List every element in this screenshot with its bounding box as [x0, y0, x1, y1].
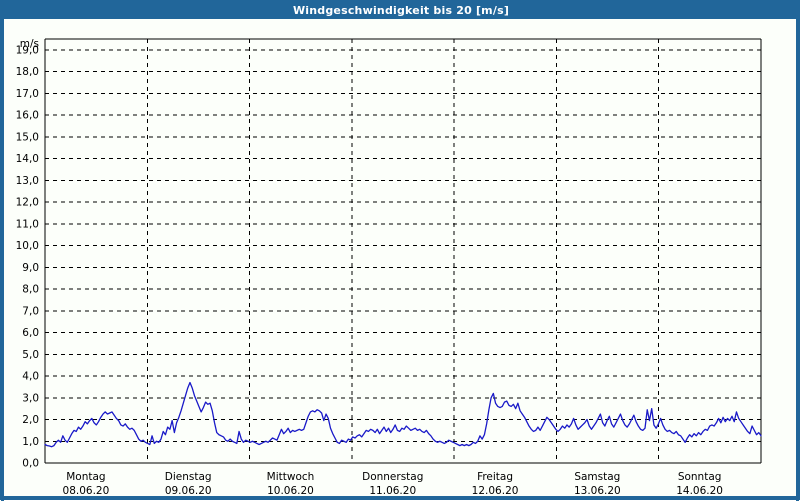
window-title-bar: Windgeschwindigkeit bis 20 [m/s] [1, 1, 800, 19]
x-tick-day-dienstag: Dienstag [165, 471, 212, 483]
y-tick-label: 1,0 [22, 436, 39, 448]
x-tick-day-samstag: Samstag [574, 471, 620, 483]
x-tick-day-mittwoch: Mittwoch [267, 471, 315, 483]
x-tick-date-donnerstag: 11.06.20 [369, 485, 416, 497]
y-tick-label: 16,0 [16, 110, 39, 122]
y-tick-label: 19,0 [16, 44, 39, 56]
x-tick-date-mittwoch: 10.06.20 [267, 485, 314, 497]
y-tick-label: 14,0 [16, 153, 39, 165]
y-tick-label: 5,0 [22, 349, 39, 361]
y-tick-label: 11,0 [16, 218, 39, 230]
x-tick-day-sonntag: Sonntag [678, 471, 722, 483]
y-tick-label: 2,0 [22, 414, 39, 426]
y-tick-label: 17,0 [16, 88, 39, 100]
x-tick-date-samstag: 13.06.20 [574, 485, 621, 497]
y-tick-label: 8,0 [22, 284, 39, 296]
page-title: Windgeschwindigkeit bis 20 [m/s] [292, 3, 510, 17]
y-tick-label: 15,0 [16, 131, 39, 143]
y-tick-label: 9,0 [22, 262, 39, 274]
y-axis-unit-label: m/s [20, 38, 39, 50]
y-tick-label: 4,0 [22, 371, 39, 383]
window-bottom-border [1, 496, 800, 499]
y-tick-label: 12,0 [16, 197, 39, 209]
y-tick-label: 0,0 [22, 458, 39, 470]
y-tick-label: 6,0 [22, 327, 39, 339]
chart-background [45, 39, 761, 463]
x-tick-day-donnerstag: Donnerstag [362, 471, 423, 483]
y-tick-label: 7,0 [22, 305, 39, 317]
x-tick-day-montag: Montag [66, 471, 105, 483]
series-line-0 [44, 381, 762, 448]
y-tick-label: 13,0 [16, 175, 39, 187]
data-series-group [44, 381, 762, 448]
x-tick-date-freitag: 12.06.20 [472, 485, 519, 497]
x-tick-date-montag: 08.06.20 [63, 485, 110, 497]
chart-axes [44, 38, 762, 464]
y-tick-label: 10,0 [16, 240, 39, 252]
x-tick-date-sonntag: 14.06.20 [676, 485, 723, 497]
vertical-day-separators [146, 39, 660, 463]
wind-speed-chart: 0,0 1,0 2,0 3,0 4,0 5,0 6,0 7,0 8,0 9,0 10,0 11,0 12… [16, 38, 762, 497]
x-tick-day-freitag: Freitag [477, 471, 513, 483]
y-axis-tick-labels: 0,0 1,0 2,0 3,0 4,0 5,0 6,0 7,0 8,0 9,0 10,0 11,0 12… [16, 44, 39, 469]
window-right-border [796, 19, 799, 501]
window-left-border [1, 19, 4, 501]
x-axis-tick-labels: Montag 08.06.20 Dienstag 09.06.20 Mittwoch 10… [63, 471, 723, 497]
x-tick-date-dienstag: 09.06.20 [165, 485, 212, 497]
y-tick-label: 18,0 [16, 66, 39, 78]
y-tick-label: 3,0 [22, 392, 39, 404]
